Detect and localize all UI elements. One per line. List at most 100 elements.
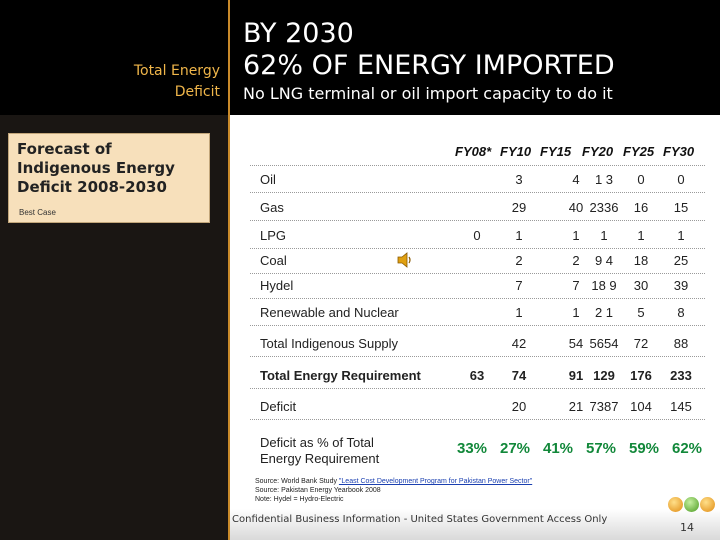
nav-home-icon[interactable] bbox=[684, 497, 699, 512]
nav-next-icon[interactable] bbox=[700, 497, 715, 512]
table-header-divider bbox=[250, 165, 705, 166]
table-cell: 40 bbox=[568, 200, 584, 215]
page-number: 14 bbox=[680, 521, 694, 534]
row-divider bbox=[250, 248, 705, 249]
table-cell: 5654 bbox=[589, 336, 619, 351]
row-label: Oil bbox=[260, 172, 276, 187]
row-divider bbox=[250, 220, 705, 221]
pct-fy10: 27% bbox=[500, 440, 531, 457]
table-cell: 129 bbox=[593, 368, 615, 383]
row-label: Hydel bbox=[260, 278, 294, 293]
table-cell: 29 bbox=[511, 200, 527, 215]
vertical-divider bbox=[228, 0, 230, 540]
pct-fy15: 41% bbox=[543, 440, 574, 457]
table-cell: 18 9 bbox=[591, 278, 617, 293]
table-cell: 7 bbox=[515, 278, 523, 293]
header-fy25: FY25 bbox=[623, 144, 655, 159]
source-line1: Source: World Bank Study "Least Cost Dev… bbox=[255, 478, 532, 485]
pct-fy30: 62% bbox=[672, 440, 703, 457]
row-divider bbox=[250, 273, 705, 274]
table-cell: 1 bbox=[637, 228, 645, 243]
table-cell: 5 bbox=[637, 305, 645, 320]
table-cell: 8 bbox=[677, 305, 685, 320]
table-cell: 9 4 bbox=[594, 253, 614, 268]
pct-row-label-line2: Energy Requirement bbox=[260, 451, 380, 466]
slide-title-line1: BY 2030 bbox=[243, 18, 354, 49]
row-label: Renewable and Nuclear bbox=[260, 305, 399, 320]
table-cell: 1 bbox=[600, 228, 608, 243]
nav-prev-icon[interactable] bbox=[668, 497, 683, 512]
table-cell: 30 bbox=[633, 278, 649, 293]
header-fy30: FY30 bbox=[663, 144, 695, 159]
pct-row-label-line1: Deficit as % of Total bbox=[260, 435, 374, 450]
source-line3: Note: Hydel = Hydro-Electric bbox=[255, 496, 344, 503]
table-cell: 72 bbox=[633, 336, 649, 351]
table-cell: 42 bbox=[511, 336, 527, 351]
header-fy20: FY20 bbox=[582, 144, 614, 159]
row-divider bbox=[250, 388, 705, 389]
table-cell: 39 bbox=[673, 278, 689, 293]
left-label-line2: Deficit bbox=[174, 84, 220, 100]
header-fy08: FY08* bbox=[455, 144, 492, 159]
pct-fy25: 59% bbox=[629, 440, 660, 457]
table-cell: 15 bbox=[673, 200, 689, 215]
table-cell: 176 bbox=[630, 368, 652, 383]
pct-fy20: 57% bbox=[586, 440, 617, 457]
row-divider bbox=[250, 356, 705, 357]
speaker-icon[interactable] bbox=[395, 250, 415, 270]
table-cell: 88 bbox=[673, 336, 689, 351]
header-fy10: FY10 bbox=[500, 144, 532, 159]
row-label: Deficit bbox=[260, 399, 297, 414]
row-divider bbox=[250, 298, 705, 299]
table-cell: 1 bbox=[572, 228, 580, 243]
table-cell: 74 bbox=[511, 368, 527, 383]
table-cell: 2 bbox=[572, 253, 580, 268]
table-cell: 0 bbox=[637, 172, 645, 187]
table-cell: 0 bbox=[677, 172, 685, 187]
slide-title-line2: 62% OF ENERGY IMPORTED bbox=[243, 50, 615, 81]
pct-fy08: 33% bbox=[457, 440, 488, 457]
table-cell: 104 bbox=[630, 399, 652, 414]
table-cell: 1 bbox=[677, 228, 685, 243]
row-label: Gas bbox=[260, 200, 284, 215]
row-label: Total Indigenous Supply bbox=[260, 336, 399, 351]
table-cell: 54 bbox=[568, 336, 584, 351]
table-cell: 2 bbox=[515, 253, 523, 268]
row-divider bbox=[250, 325, 705, 326]
row-label: Coal bbox=[260, 253, 287, 268]
table-cell: 1 bbox=[515, 305, 523, 320]
table-cell: 16 bbox=[633, 200, 649, 215]
header-fy15: FY15 bbox=[540, 144, 572, 159]
table-cell: 2336 bbox=[589, 200, 619, 215]
table-cell: 21 bbox=[568, 399, 584, 414]
table-cell: 145 bbox=[670, 399, 692, 414]
table-cell: 1 3 bbox=[594, 172, 614, 187]
row-divider bbox=[250, 192, 705, 193]
forecast-box-caption: Best Case bbox=[19, 208, 56, 217]
table-cell: 20 bbox=[511, 399, 527, 414]
source-prefix: Source: World Bank Study bbox=[255, 478, 339, 485]
table-cell: 3 bbox=[515, 172, 523, 187]
left-label-line1: Total Energy bbox=[133, 63, 220, 79]
forecast-box-title: Forecast of Indigenous Energy Deficit 20… bbox=[17, 140, 175, 196]
table-cell: 2 1 bbox=[594, 305, 614, 320]
source-link[interactable]: "Least Cost Development Program for Paki… bbox=[338, 478, 533, 485]
row-label: Total Energy Requirement bbox=[260, 368, 421, 383]
table-cell: 1 bbox=[515, 228, 523, 243]
row-divider bbox=[250, 419, 705, 420]
table-cell: 63 bbox=[469, 368, 485, 383]
table-cell: 4 bbox=[572, 172, 580, 187]
footer-text: Confidential Business Information - Unit… bbox=[232, 514, 608, 525]
footer-shade bbox=[230, 509, 720, 540]
table-cell: 0 bbox=[473, 228, 481, 243]
row-label: LPG bbox=[260, 228, 287, 243]
table-cell: 233 bbox=[670, 368, 692, 383]
forecast-box: Forecast of Indigenous Energy Deficit 20… bbox=[8, 133, 210, 223]
table-cell: 7 bbox=[572, 278, 580, 293]
title-bar bbox=[0, 0, 720, 115]
source-line2: Source: Pakistan Energy Yearbook 2008 bbox=[255, 487, 381, 494]
table-cell: 1 bbox=[572, 305, 580, 320]
table-cell: 18 bbox=[633, 253, 649, 268]
slide-subtitle: No LNG terminal or oil import capacity t… bbox=[243, 84, 613, 103]
table-cell: 91 bbox=[568, 368, 584, 383]
